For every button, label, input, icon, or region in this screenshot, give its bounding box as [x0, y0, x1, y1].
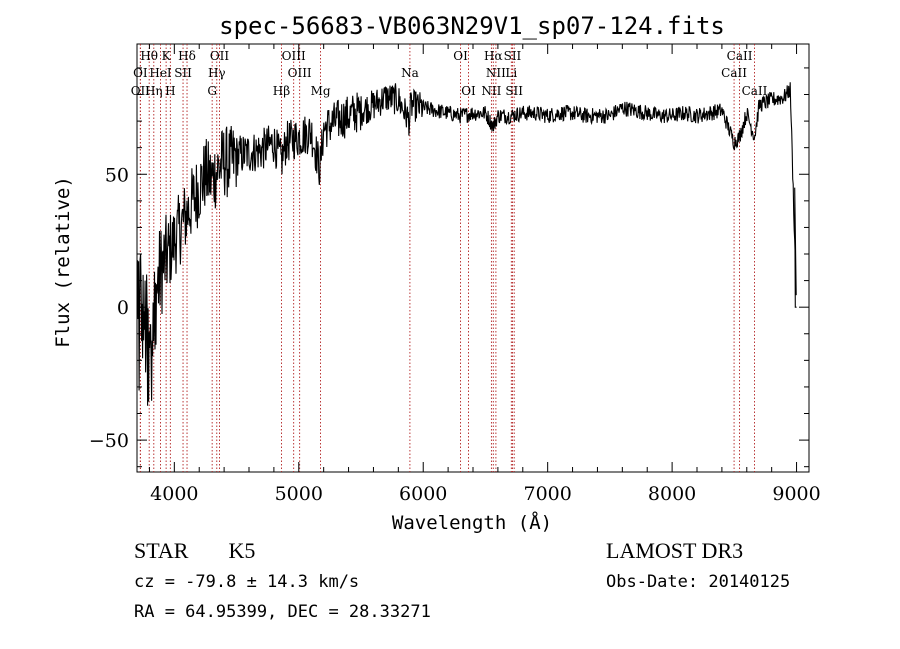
spectral-line-label: Hγ	[208, 66, 226, 80]
object-classification: STAR K5	[134, 538, 255, 564]
x-tick-label: 4000	[150, 483, 198, 505]
spectral-line-label: Hβ	[273, 84, 290, 98]
spectral-line-label: CaII	[742, 84, 768, 98]
spectral-line-label: NII	[481, 84, 501, 98]
spectral-line-label: Li	[505, 66, 517, 80]
spectral-line-label: NII	[486, 66, 506, 80]
spectral-line-label: CaII	[727, 49, 753, 63]
x-axis-label: Wavelength (Å)	[392, 511, 552, 534]
survey-name: LAMOST DR3	[606, 538, 744, 563]
y-axis-ticks: −50 0 50	[89, 67, 809, 468]
spectral-line-label: OI	[133, 66, 148, 80]
spectral-line-label: G	[207, 84, 217, 98]
spectral-line-label: SII	[174, 66, 192, 80]
object-type: STAR	[134, 538, 189, 563]
x-tick-label: 7000	[523, 483, 571, 505]
spectral-line-label: OII	[210, 49, 230, 63]
x-tick-label: 6000	[399, 483, 447, 505]
spectral-subclass: K5	[228, 538, 256, 563]
spectral-line-label: Hη	[145, 84, 163, 98]
spectral-line-label: SII	[505, 84, 523, 98]
spectral-line-label: Hδ	[178, 49, 196, 63]
spectral-line-label: Mg	[311, 84, 331, 98]
spectral-line-label: HeI	[149, 66, 172, 80]
observation-date: Obs-Date: 20140125	[606, 572, 791, 592]
y-tick-label: 0	[117, 297, 129, 319]
spectrum-line	[137, 82, 797, 406]
spectral-line-label: OI	[453, 49, 468, 63]
spectral-line-label: Na	[401, 66, 419, 80]
spectral-line-label: SII	[504, 49, 522, 63]
y-axis-label: Flux (relative)	[52, 176, 74, 348]
plot-border	[136, 43, 810, 473]
x-tick-label: 5000	[275, 483, 323, 505]
y-tick-label: −50	[89, 430, 129, 452]
spectral-line-label: OIII	[288, 66, 312, 80]
spectral-line-label: OII	[131, 84, 151, 98]
spectral-line-label: CaII	[721, 66, 747, 80]
spectral-line-label: OI	[461, 84, 476, 98]
redshift-value: cz = -79.8 ± 14.3 km/s	[134, 572, 360, 592]
plot-frame	[136, 43, 810, 473]
spectral-line-label: Hθ	[140, 49, 158, 63]
spectral-line-label: H	[165, 84, 175, 98]
spectral-line-label: K	[162, 49, 172, 63]
chart-title: spec-56683-VB063N29V1_sp07-124.fits	[219, 12, 725, 40]
sky-coordinates: RA = 64.95399, DEC = 28.33271	[134, 602, 431, 622]
spectral-line-label: OIII	[282, 49, 306, 63]
x-tick-label: 9000	[772, 483, 820, 505]
x-tick-label: 8000	[648, 483, 696, 505]
y-tick-label: 50	[105, 164, 129, 186]
x-axis-ticks: 4000 5000 6000 7000 8000 9000	[148, 44, 821, 505]
spectral-line-label: Hα	[484, 49, 503, 63]
